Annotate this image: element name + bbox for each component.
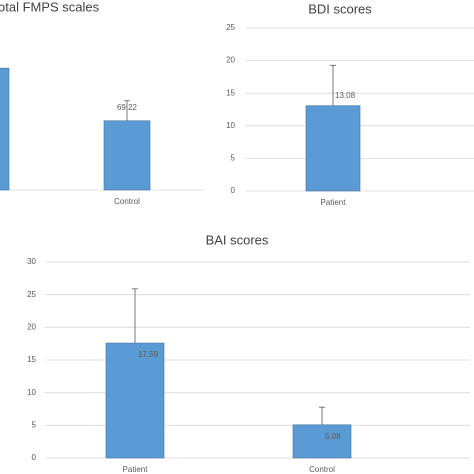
y-tick-label: 30 [27,257,36,266]
y-tick-label: 20 [226,56,235,65]
x-tick-label: Control [114,197,140,206]
y-tick-label: 5 [32,420,37,429]
data-label: 17.59 [138,350,159,359]
y-tick-label: 25 [226,23,235,32]
chart-title: BAI scores [206,232,269,247]
bar [305,105,361,192]
y-tick-label: 25 [27,290,36,299]
chart-title: otal FMPS scales [0,0,100,14]
x-tick-label: Control [309,465,335,474]
data-label: 13.08 [335,91,356,100]
bar [0,67,10,191]
bar [105,342,165,459]
bar [103,120,151,191]
x-tick-label: Patient [321,198,347,207]
y-tick-label: 10 [226,121,235,130]
data-label: 5.08 [325,432,341,441]
data-label: 69.22 [117,103,138,112]
x-tick-label: Patient [123,465,149,474]
y-tick-label: 0 [32,453,37,462]
bar [292,424,352,459]
y-tick-label: 15 [226,88,235,97]
y-tick-label: 5 [231,154,236,163]
y-tick-label: 0 [231,186,236,195]
y-tick-label: 10 [27,388,36,397]
y-tick-label: 15 [27,355,36,364]
y-tick-label: 20 [27,322,36,331]
chart-title: BDI scores [308,1,372,16]
